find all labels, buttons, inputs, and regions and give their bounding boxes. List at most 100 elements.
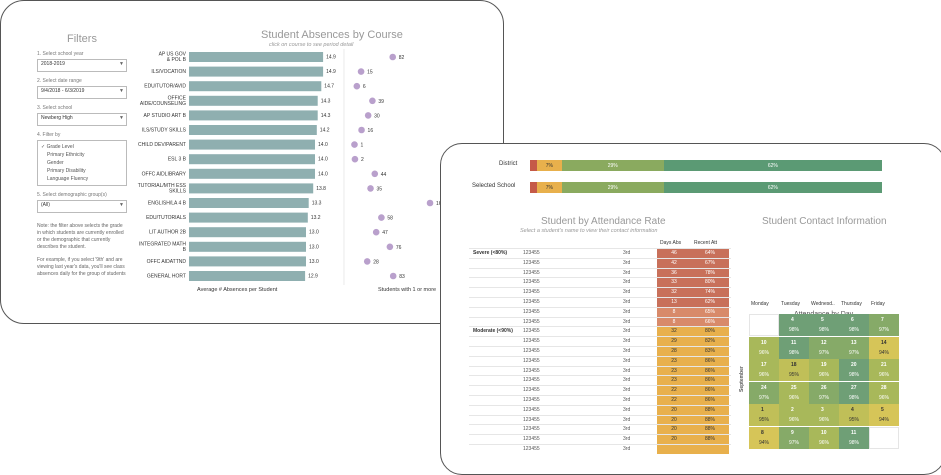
absence-bar[interactable]: [189, 227, 306, 238]
category-label[interactable]: INTEGRATED MATH: [139, 241, 186, 247]
student-id[interactable]: 123455: [523, 308, 540, 315]
calendar-day-cell[interactable]: 25 96%: [779, 381, 809, 404]
absence-bar[interactable]: [189, 241, 306, 252]
student-count-dot[interactable]: [351, 141, 358, 148]
absence-bar[interactable]: [189, 168, 315, 179]
category-label[interactable]: & POL B: [167, 57, 187, 63]
rate-segment[interactable]: 29%: [561, 182, 664, 193]
student-count-dot[interactable]: [353, 82, 361, 90]
absence-bar[interactable]: [189, 52, 324, 62]
category-label[interactable]: ENGLISH/LA 4 B: [148, 201, 187, 207]
demographic-select[interactable]: (All) ▼: [37, 200, 127, 213]
calendar-day-cell[interactable]: 11 98%: [779, 336, 809, 359]
calendar-day-cell[interactable]: 3 96%: [809, 404, 839, 426]
student-count-dot[interactable]: [367, 185, 374, 192]
rate-segment[interactable]: [530, 160, 538, 171]
calendar-day-cell[interactable]: 8 94%: [749, 426, 779, 449]
student-count-dot[interactable]: [389, 53, 397, 61]
table-row[interactable]: 123455 3rd 32 74%: [469, 287, 731, 298]
student-id[interactable]: 123455: [523, 446, 540, 452]
category-label[interactable]: OFFC AIDLIBRARY: [142, 171, 187, 177]
absence-bar[interactable]: [189, 81, 322, 92]
calendar-day-cell[interactable]: 2 96%: [779, 404, 809, 426]
calendar-day-cell[interactable]: 9 97%: [779, 426, 809, 449]
table-row[interactable]: 123455 3rd: [469, 444, 731, 454]
student-id[interactable]: 123455: [523, 426, 540, 433]
calendar-day-cell[interactable]: 21 96%: [869, 359, 899, 381]
category-label[interactable]: ILS/STUDY SKILLS: [142, 128, 187, 134]
calendar-day-cell[interactable]: 26 97%: [809, 381, 839, 404]
category-label[interactable]: TUTORIAL/MTH ESS: [138, 183, 187, 189]
table-row[interactable]: 123455 3rd 8 66%: [469, 316, 731, 327]
category-label[interactable]: SKILLS: [169, 188, 187, 194]
calendar-day-cell[interactable]: 13 97%: [839, 336, 869, 359]
rate-segment[interactable]: 62%: [663, 160, 882, 171]
student-id[interactable]: 123455: [523, 250, 540, 256]
selected-school-rate-bar[interactable]: 7% 29% 62%: [530, 182, 882, 193]
student-count-dot[interactable]: [369, 97, 376, 105]
student-count-dot[interactable]: [357, 68, 365, 75]
calendar-day-cell[interactable]: 28 96%: [869, 381, 899, 404]
absence-bar[interactable]: [189, 110, 318, 121]
table-row[interactable]: 123455 3rd 20 88%: [469, 434, 731, 445]
category-label[interactable]: AP STUDIO ART B: [143, 113, 186, 119]
calendar-day-cell[interactable]: 4 98%: [779, 314, 809, 336]
student-id[interactable]: 123455: [523, 299, 540, 305]
student-id[interactable]: 123455: [523, 367, 540, 374]
absence-bar[interactable]: [189, 212, 308, 223]
calendar-day-cell[interactable]: 4 95%: [839, 404, 869, 426]
category-label[interactable]: LIT AUTHOR 2B: [149, 230, 187, 236]
absence-bar[interactable]: [189, 256, 306, 267]
calendar-day-cell[interactable]: 14 94%: [869, 336, 899, 359]
table-row[interactable]: 123455 3rd 23 86%: [469, 375, 731, 386]
absence-bar[interactable]: [189, 154, 315, 165]
absence-bar[interactable]: [189, 95, 318, 106]
table-row[interactable]: 123455 3rd 20 88%: [469, 404, 731, 415]
student-id[interactable]: 123455: [523, 387, 540, 394]
student-id[interactable]: 123455: [523, 416, 540, 423]
filter-option[interactable]: Gender: [47, 160, 64, 166]
student-id[interactable]: 123455: [523, 348, 540, 354]
student-id[interactable]: 123455: [523, 289, 540, 296]
student-id[interactable]: 123455: [523, 338, 540, 345]
student-count-dot[interactable]: [358, 126, 365, 134]
calendar-day-cell[interactable]: 27 98%: [839, 381, 869, 404]
rate-segment[interactable]: [530, 182, 538, 193]
table-row[interactable]: Severe (<80%) 123455 3rd 46 64%: [469, 248, 731, 258]
filter-option[interactable]: Primary Ethnicity: [47, 152, 85, 158]
student-count-dot[interactable]: [389, 272, 397, 280]
absence-bar[interactable]: [189, 66, 324, 77]
category-label[interactable]: B: [183, 247, 187, 253]
category-label[interactable]: ILS/VOCATION: [151, 69, 186, 75]
student-count-dot[interactable]: [363, 258, 371, 265]
calendar-day-cell[interactable]: 5 94%: [869, 404, 899, 426]
rate-segment[interactable]: 62%: [663, 182, 882, 193]
table-row[interactable]: 123455 3rd 28 83%: [469, 346, 731, 356]
calendar-day-cell[interactable]: 19 96%: [809, 359, 839, 381]
table-row[interactable]: 123455 3rd 23 86%: [469, 355, 731, 366]
table-row[interactable]: 123455 3rd 42 67%: [469, 257, 731, 268]
calendar-day-cell[interactable]: 10 96%: [809, 426, 839, 449]
category-label[interactable]: GENERAL HORT: [147, 274, 186, 280]
table-row[interactable]: Moderate (<90%) 123455 3rd 32 80%: [469, 326, 731, 337]
calendar-day-cell[interactable]: 6 98%: [839, 314, 869, 336]
student-count-dot[interactable]: [371, 170, 379, 178]
table-row[interactable]: 123455 3rd 36 78%: [469, 267, 731, 278]
absence-bar[interactable]: [189, 139, 315, 150]
category-label[interactable]: OFFICE: [168, 95, 187, 101]
calendar-day-cell[interactable]: 18 95%: [779, 359, 809, 381]
table-row[interactable]: 123455 3rd 8 65%: [469, 306, 731, 317]
absence-bar[interactable]: [189, 125, 317, 135]
table-row[interactable]: 123455 3rd 33 80%: [469, 277, 731, 288]
student-id[interactable]: 123455: [523, 357, 540, 364]
table-row[interactable]: 123455 3rd 22 86%: [469, 395, 731, 405]
student-count-dot[interactable]: [372, 228, 380, 236]
filter-option[interactable]: Language Fluency: [47, 176, 89, 182]
category-label[interactable]: EDU/TUTORIALS: [146, 215, 187, 221]
student-id[interactable]: 123455: [523, 318, 540, 325]
rate-segment[interactable]: 7%: [537, 160, 562, 171]
category-label[interactable]: AIDE/COUNSELING: [140, 101, 186, 107]
table-row[interactable]: 123455 3rd 20 88%: [469, 424, 731, 435]
calendar-day-cell[interactable]: 7 97%: [869, 314, 899, 336]
student-count-dot[interactable]: [386, 243, 394, 251]
